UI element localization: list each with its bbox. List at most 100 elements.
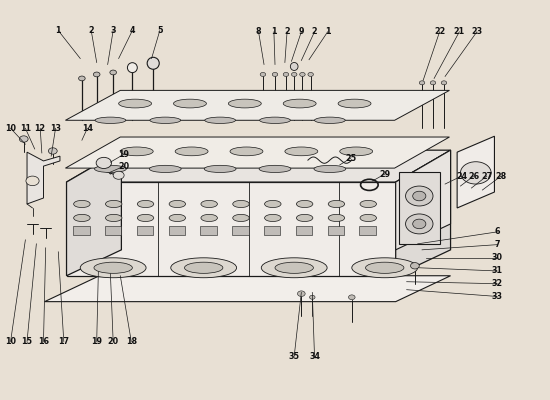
FancyBboxPatch shape (232, 226, 249, 235)
Text: 1: 1 (271, 27, 277, 36)
Ellipse shape (290, 62, 298, 70)
Circle shape (26, 176, 39, 186)
Ellipse shape (173, 99, 206, 108)
Text: 20: 20 (119, 162, 130, 171)
Text: 19: 19 (91, 337, 102, 346)
FancyBboxPatch shape (296, 226, 312, 235)
Text: 7: 7 (494, 240, 500, 249)
Circle shape (96, 157, 112, 168)
Circle shape (283, 72, 289, 76)
FancyBboxPatch shape (328, 226, 344, 235)
Ellipse shape (340, 147, 373, 156)
Text: 13: 13 (50, 124, 61, 133)
Circle shape (460, 162, 491, 184)
Circle shape (298, 291, 305, 296)
Ellipse shape (106, 200, 122, 208)
Text: 34: 34 (309, 352, 320, 361)
Circle shape (94, 72, 100, 77)
Text: spares: spares (289, 263, 349, 281)
Circle shape (412, 219, 426, 229)
Circle shape (441, 81, 447, 85)
Text: 3: 3 (111, 26, 116, 35)
FancyBboxPatch shape (399, 172, 440, 244)
Text: 25: 25 (345, 154, 356, 163)
Text: 6: 6 (494, 227, 500, 236)
Text: spares: spares (289, 151, 349, 169)
Text: 20: 20 (108, 337, 119, 346)
Circle shape (430, 81, 436, 85)
Text: 10: 10 (5, 124, 16, 133)
Ellipse shape (120, 147, 153, 156)
Ellipse shape (275, 262, 314, 273)
Text: 19: 19 (119, 150, 130, 159)
Ellipse shape (106, 214, 122, 222)
Ellipse shape (338, 99, 371, 108)
Ellipse shape (184, 262, 223, 273)
Ellipse shape (328, 200, 345, 208)
Text: 28: 28 (496, 172, 507, 180)
Circle shape (300, 72, 305, 76)
Circle shape (412, 191, 426, 201)
Ellipse shape (230, 147, 263, 156)
Ellipse shape (265, 200, 281, 208)
Text: 33: 33 (492, 292, 503, 301)
Ellipse shape (360, 200, 377, 208)
Text: 27: 27 (481, 172, 492, 180)
Text: 22: 22 (434, 27, 445, 36)
FancyBboxPatch shape (137, 226, 153, 235)
Text: 26: 26 (468, 172, 479, 180)
Text: 21: 21 (454, 27, 465, 36)
Ellipse shape (150, 117, 180, 124)
Text: 17: 17 (58, 337, 69, 346)
Ellipse shape (296, 200, 313, 208)
Ellipse shape (74, 214, 90, 222)
Ellipse shape (366, 262, 404, 273)
FancyBboxPatch shape (360, 226, 376, 235)
Ellipse shape (328, 214, 345, 222)
Circle shape (308, 72, 314, 76)
Text: 35: 35 (289, 352, 300, 361)
Circle shape (292, 72, 297, 76)
Circle shape (48, 148, 57, 154)
Text: 24: 24 (456, 172, 467, 180)
Text: 16: 16 (38, 337, 49, 346)
Ellipse shape (259, 165, 291, 172)
Circle shape (410, 262, 419, 269)
Ellipse shape (169, 214, 185, 222)
Text: 1: 1 (56, 26, 61, 35)
FancyBboxPatch shape (200, 226, 217, 235)
Polygon shape (67, 150, 122, 276)
Text: 11: 11 (20, 124, 31, 133)
Ellipse shape (352, 258, 417, 278)
Ellipse shape (80, 258, 146, 278)
Ellipse shape (138, 214, 154, 222)
Circle shape (272, 72, 278, 76)
Text: 23: 23 (471, 27, 482, 36)
Ellipse shape (169, 200, 185, 208)
FancyBboxPatch shape (168, 226, 185, 235)
Text: 29: 29 (379, 170, 390, 178)
Ellipse shape (201, 214, 217, 222)
Ellipse shape (94, 262, 133, 273)
FancyBboxPatch shape (73, 226, 90, 235)
Ellipse shape (314, 165, 346, 172)
Polygon shape (395, 150, 450, 276)
Text: 2: 2 (312, 27, 317, 36)
Ellipse shape (150, 165, 181, 172)
Ellipse shape (175, 147, 208, 156)
Circle shape (113, 171, 124, 179)
Polygon shape (27, 152, 60, 204)
Ellipse shape (233, 214, 249, 222)
Ellipse shape (205, 117, 235, 124)
Text: 5: 5 (157, 26, 163, 35)
Circle shape (405, 214, 433, 234)
Text: 8: 8 (256, 27, 261, 36)
Text: 9: 9 (299, 27, 304, 36)
Text: 12: 12 (35, 124, 46, 133)
Polygon shape (67, 150, 450, 182)
Ellipse shape (204, 165, 236, 172)
Polygon shape (395, 150, 450, 250)
Text: 1: 1 (325, 27, 331, 36)
Text: euro: euro (134, 151, 175, 169)
Polygon shape (67, 182, 395, 276)
